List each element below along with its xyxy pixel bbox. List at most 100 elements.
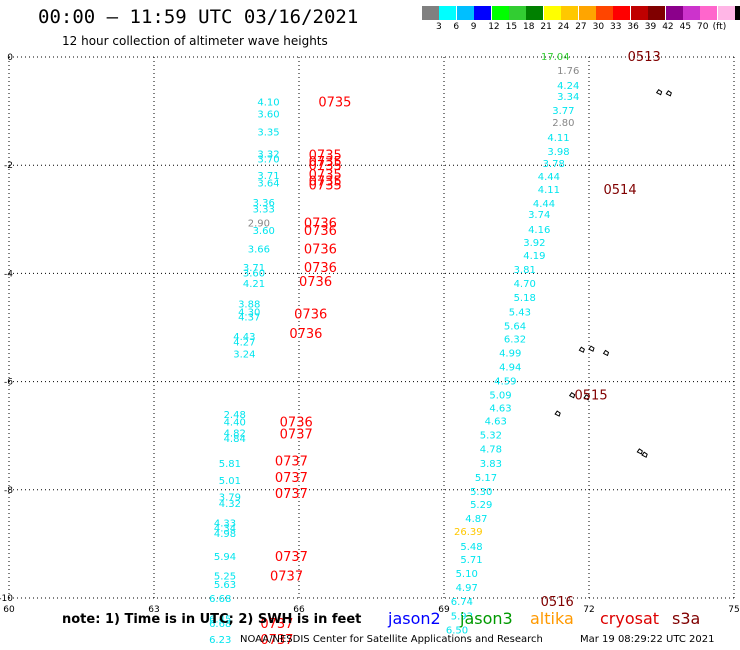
left-track-wave-height: 4.21	[243, 279, 265, 290]
colorbar-swatch	[474, 6, 492, 20]
right-track-wave-height: 4.63	[489, 404, 511, 415]
right-track-wave-height: 1.76	[557, 66, 579, 77]
colorbar-label: 39	[644, 22, 657, 32]
left-track-time-label: 0735	[309, 159, 342, 174]
left-track-wave-height: 4.82	[224, 428, 246, 439]
colorbar-swatch	[700, 6, 718, 20]
colorbar-swatch	[630, 6, 648, 20]
left-track-wave-height: 3.64	[257, 179, 279, 190]
left-track-wave-height: 4.98	[214, 529, 236, 540]
colorbar-swatch	[543, 6, 561, 20]
colorbar-swatch	[439, 6, 457, 20]
left-track-wave-height: 3.24	[233, 349, 255, 360]
left-track-wave-height: 3.33	[253, 204, 275, 215]
left-track-wave-height: 3.71	[243, 263, 265, 274]
right-track-wave-height: 4.94	[499, 362, 521, 373]
left-track-time-label: 0736	[304, 217, 337, 232]
left-track-wave-height: 3.70	[257, 155, 279, 166]
right-track-wave-height: 26.39	[454, 527, 483, 538]
right-track-wave-height: 3.78	[543, 159, 565, 170]
island-outline	[578, 346, 585, 353]
right-track-wave-height: 4.70	[514, 279, 536, 290]
colorbar-label: 6	[453, 22, 460, 32]
left-track-time-label: 0737	[260, 617, 293, 632]
left-track-wave-height: 3.71	[257, 171, 279, 182]
right-track-wave-height: 4.87	[465, 514, 487, 525]
left-track-wave-height: 4.37	[238, 313, 260, 324]
right-track-wave-height: 6.74	[451, 597, 473, 608]
left-track-wave-height: 6.45	[209, 615, 231, 626]
left-track-wave-height: 5.25	[214, 571, 236, 582]
colorbar-swatch	[683, 6, 700, 20]
left-track-wave-height: 3.60	[243, 268, 265, 279]
left-track-time-label: 0736	[294, 307, 327, 322]
colorbar-label: 9	[470, 22, 477, 32]
left-track-wave-height: 5.94	[214, 552, 236, 563]
y-tick-label: -8	[4, 486, 13, 496]
island-outline	[602, 349, 610, 357]
right-track-wave-height: 4.97	[456, 583, 478, 594]
colorbar-label: 21	[540, 22, 552, 32]
right-track-wave-height: 4.19	[523, 251, 545, 262]
colorbar-swatch	[422, 6, 439, 20]
right-track-wave-height: 5.48	[460, 542, 482, 553]
left-track-time-label: 0735	[309, 148, 342, 163]
colorbar-label: 33	[610, 22, 622, 32]
left-track-wave-height: 6.68	[209, 594, 231, 605]
left-track-time-label: 0736	[299, 275, 332, 290]
island-outline	[583, 394, 590, 401]
colorbar-swatch	[613, 6, 631, 20]
right-track-wave-height: 5.17	[475, 473, 497, 484]
left-track-wave-height: 6.68	[209, 619, 231, 630]
colorbar-swatch	[665, 6, 683, 20]
left-track-wave-height: 4.33	[214, 518, 236, 529]
right-track-wave-height: 5.09	[489, 391, 511, 402]
colorbar-label: 45	[679, 22, 692, 32]
island-outline	[665, 90, 672, 97]
colorbar-label: 12	[488, 22, 500, 32]
y-tick-label: -6	[4, 378, 13, 388]
island-outline	[588, 345, 595, 352]
colorbar-swatch	[717, 6, 735, 20]
legend-jason2: jason2	[388, 609, 441, 628]
colorbar-swatch	[456, 6, 474, 20]
colorbar-label: 30	[592, 22, 605, 32]
left-track-wave-height: 4.40	[224, 418, 246, 429]
map-title: 00:00 – 11:59 UTC 03/16/2021	[38, 6, 359, 28]
left-track-wave-height: 3.79	[219, 492, 241, 503]
right-track-wave-height: 4.11	[547, 133, 569, 144]
right-track-wave-height: 3.77	[552, 106, 574, 117]
x-tick-label: 66	[293, 605, 305, 615]
left-track-time-label: 0735	[309, 179, 342, 194]
left-track-wave-height: 4.32	[219, 499, 241, 510]
left-track-wave-height: 5.01	[219, 476, 241, 487]
colorbar-label: (ft)	[712, 22, 727, 32]
left-track-wave-height: 3.35	[257, 128, 279, 139]
right-track-wave-height: 5.32	[480, 431, 502, 442]
left-track-wave-height: 4.43	[233, 332, 255, 343]
x-tick-label: 75	[728, 605, 739, 615]
island-outline	[655, 89, 663, 96]
colorbar-label: 70	[697, 22, 709, 32]
colorbar-label: 42	[662, 22, 674, 32]
left-track-wave-height: 4.27	[233, 338, 255, 349]
right-track-wave-height: 4.16	[528, 225, 550, 236]
left-track-time-label: 0737	[275, 471, 308, 486]
y-tick-label: -2	[4, 161, 13, 171]
right-track-wave-height: 3.74	[528, 210, 550, 221]
left-track-wave-height: 3.60	[257, 109, 279, 120]
right-track-wave-height: 3.34	[557, 92, 579, 103]
right-track-wave-height: 3.92	[523, 238, 545, 249]
colorbar-swatch	[509, 6, 526, 20]
left-track-wave-height: 3.66	[248, 245, 270, 256]
colorbar-swatch	[596, 6, 613, 20]
left-track-wave-height: 3.36	[253, 198, 275, 209]
right-track-wave-height: 6.50	[446, 625, 468, 636]
right-track-wave-height: 3.81	[514, 265, 536, 276]
right-track-wave-height: 5.10	[456, 569, 478, 580]
right-track-wave-height: 3.83	[480, 459, 502, 470]
right-track-wave-height: 4.24	[557, 81, 579, 92]
y-tick-label: -10	[0, 594, 13, 604]
colorbar-swatch	[561, 6, 579, 20]
